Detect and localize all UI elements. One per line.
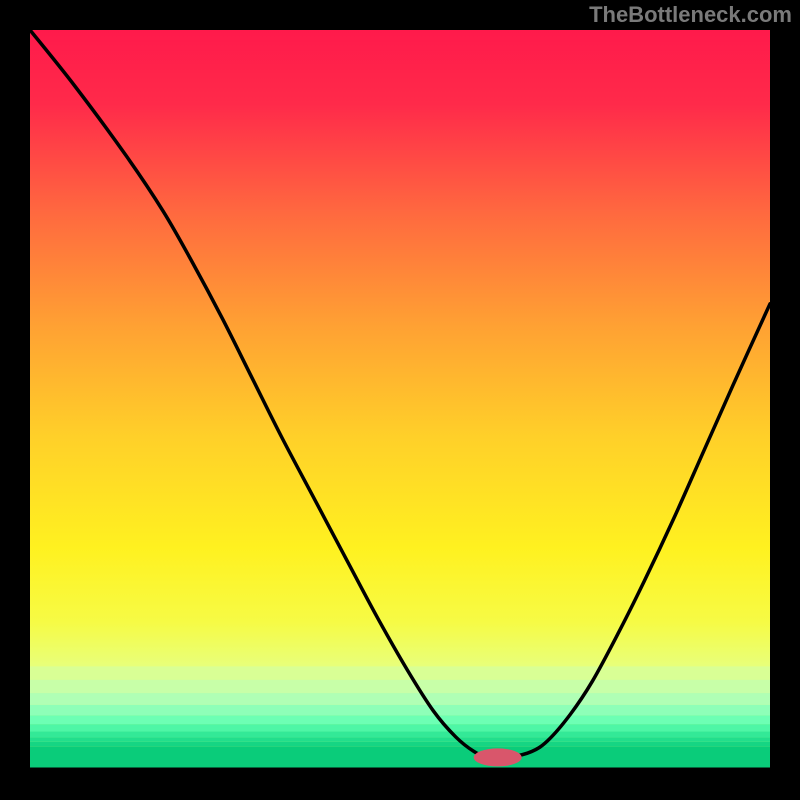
bottleneck-marker [474,748,522,766]
gradient-bands [30,666,770,770]
bottleneck-chart [0,0,800,800]
watermark-text: TheBottleneck.com [589,2,792,28]
